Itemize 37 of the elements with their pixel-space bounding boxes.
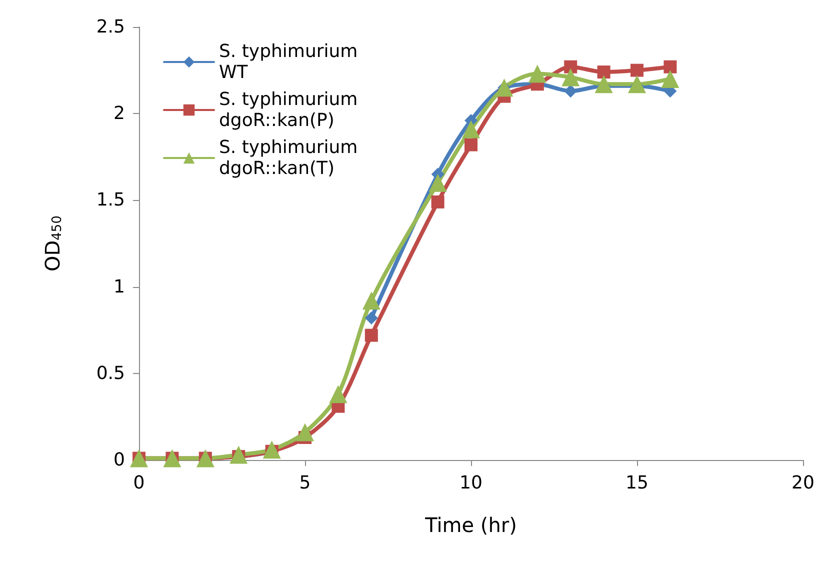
point [296, 423, 314, 442]
x-axis-title: Time (hr) [424, 513, 517, 537]
x-tick-label: 0 [133, 472, 145, 494]
y-tick-label: 2 [114, 103, 125, 124]
point [362, 292, 380, 310]
legend-label: S. typhimurium dgoR::kan(T) [219, 137, 358, 179]
x-tick-label: 15 [626, 472, 648, 494]
point [661, 70, 680, 88]
y-tick-label: 0.5 [96, 362, 125, 384]
point [364, 328, 378, 342]
point [594, 75, 613, 94]
point [628, 75, 646, 94]
y-tick-label: 2.5 [96, 16, 125, 38]
x-tick-label: 20 [792, 472, 814, 494]
y-tick-label: 0 [114, 450, 125, 470]
legend-label: S. typhimurium dgoR::kan(P) [219, 89, 358, 131]
point [664, 60, 677, 74]
point [562, 68, 580, 86]
point [564, 60, 578, 74]
x-tick-label: 5 [299, 472, 311, 494]
point [329, 385, 348, 404]
y-tick-label: 1 [114, 276, 125, 298]
x-tick-label: 10 [460, 472, 482, 494]
point [230, 446, 248, 464]
point [528, 64, 546, 83]
point [262, 440, 281, 459]
y-tick-label: 1.5 [96, 190, 125, 211]
y-axis-title: OD450 [40, 216, 65, 272]
legend-label: S. typhimurium WT [219, 41, 358, 83]
point [462, 120, 480, 138]
point [431, 195, 444, 208]
point [597, 66, 610, 79]
point [630, 64, 644, 77]
point [428, 174, 447, 192]
point [564, 84, 578, 98]
point [464, 138, 478, 152]
point [364, 311, 378, 324]
